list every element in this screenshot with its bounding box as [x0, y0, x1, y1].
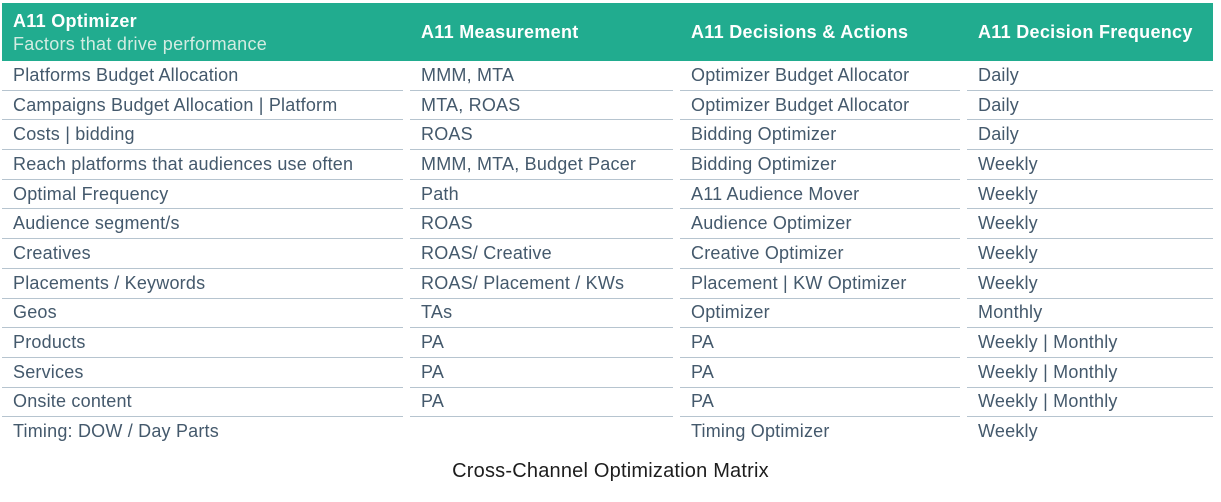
cell-decision-frequency: Weekly [967, 180, 1213, 210]
cell-factor: Platforms Budget Allocation [2, 61, 410, 91]
column-header-factors-title: A11 Optimizer [13, 11, 137, 31]
cell-decision-frequency: Daily [967, 91, 1213, 121]
cell-decision-frequency: Weekly [967, 269, 1213, 299]
column-header-decisions-actions: A11 Decisions & Actions [680, 3, 967, 61]
cell-measurement: Path [410, 180, 680, 210]
cell-factor: Audience segment/s [2, 209, 410, 239]
cell-measurement: ROAS/ Creative [410, 239, 680, 269]
cell-factor: Services [2, 358, 410, 388]
cell-decision-frequency: Daily [967, 120, 1213, 150]
column-header-factors-subtitle: Factors that drive performance [13, 34, 268, 54]
cell-decision-frequency: Weekly [967, 239, 1213, 269]
cell-measurement: PA [410, 358, 680, 388]
cell-factor: Products [2, 328, 410, 358]
cell-measurement: ROAS [410, 120, 680, 150]
cell-measurement [410, 417, 680, 447]
cell-factor: Campaigns Budget Allocation | Platform [2, 91, 410, 121]
cell-factor: Reach platforms that audiences use often [2, 150, 410, 180]
cell-decisions-actions: A11 Audience Mover [680, 180, 967, 210]
cell-decision-frequency: Weekly | Monthly [967, 328, 1213, 358]
cell-factor: Placements / Keywords [2, 269, 410, 299]
cell-decisions-actions: Optimizer [680, 299, 967, 329]
column-header-decision-frequency: A11 Decision Frequency [967, 3, 1213, 61]
table-row: Placements / Keywords ROAS/ Placement / K… [2, 269, 1213, 299]
cell-decisions-actions: Optimizer Budget Allocator [680, 91, 967, 121]
cell-decisions-actions: Placement | KW Optimizer [680, 269, 967, 299]
cell-factor: Optimal Frequency [2, 180, 410, 210]
cell-factor: Timing: DOW / Day Parts [13, 421, 219, 442]
cell-factor: Onsite content [2, 388, 410, 418]
cell-decision-frequency: Daily [967, 61, 1213, 91]
header-row: A11 Optimizer Factors that drive perform… [2, 3, 1213, 61]
cell-decisions-actions: Timing Optimizer [691, 421, 830, 442]
table-row: Reach platforms that audiences use often… [2, 150, 1213, 180]
table-caption: Cross-Channel Optimization Matrix [452, 459, 769, 482]
cell-decisions-actions: PA [680, 388, 967, 418]
cell-decisions-actions: PA [680, 358, 967, 388]
table-row: Services PA PA Weekly | Monthly [2, 358, 1213, 388]
table-body: Platforms Budget Allocation MMM, MTA Optim… [2, 61, 1213, 447]
table-row: Onsite content PA PA Weekly | Monthly [2, 388, 1213, 418]
column-header-factors: A11 Optimizer Factors that drive perform… [2, 3, 410, 61]
cell-factor: Creatives [2, 239, 410, 269]
table-row: Costs | bidding ROAS Bidding Optimizer Dail… [2, 120, 1213, 150]
cell-decision-frequency: Weekly | Monthly [967, 358, 1213, 388]
cell-measurement: ROAS/ Placement / KWs [410, 269, 680, 299]
table-row: Campaigns Budget Allocation | Platform MT… [2, 91, 1213, 121]
cell-decisions-actions: Bidding Optimizer [680, 120, 967, 150]
table-header: A11 Optimizer Factors that drive perform… [2, 3, 1213, 61]
cell-decision-frequency: Weekly | Monthly [967, 388, 1213, 418]
cell-decisions-actions: Optimizer Budget Allocator [680, 61, 967, 91]
table-row: Products PA PA Weekly | Monthly [2, 328, 1213, 358]
column-header-measurement: A11 Measurement [410, 3, 680, 61]
cell-measurement: MMM, MTA, Budget Pacer [410, 150, 680, 180]
cell-measurement: TAs [410, 299, 680, 329]
cell-decisions-actions: Creative Optimizer [680, 239, 967, 269]
cell-decision-frequency: Weekly [978, 421, 1038, 442]
cell-decision-frequency: Weekly [967, 209, 1213, 239]
table-row: Optimal Frequency Path A11 Audience Mover W… [2, 180, 1213, 210]
cell-measurement: ROAS [410, 209, 680, 239]
cell-factor: Geos [2, 299, 410, 329]
cell-factor: Costs | bidding [2, 120, 410, 150]
table-row: Creatives ROAS/ Creative Creative Optimize… [2, 239, 1213, 269]
cell-decisions-actions: PA [680, 328, 967, 358]
cell-measurement: PA [410, 388, 680, 418]
cell-decision-frequency: Monthly [967, 299, 1213, 329]
table-row: Timing: DOW / Day Parts Timing Optimizer W… [2, 417, 1213, 447]
cell-measurement: MMM, MTA [410, 61, 680, 91]
cell-measurement: PA [410, 328, 680, 358]
optimization-matrix-table: A11 Optimizer Factors that drive perform… [2, 3, 1213, 447]
cell-decisions-actions: Bidding Optimizer [680, 150, 967, 180]
table-row: Geos TAs Optimizer Monthly [2, 299, 1213, 329]
table-row: Audience segment/s ROAS Audience Optimizer… [2, 209, 1213, 239]
cell-decision-frequency: Weekly [967, 150, 1213, 180]
cell-decisions-actions: Audience Optimizer [680, 209, 967, 239]
cell-measurement: MTA, ROAS [410, 91, 680, 121]
table-row: Platforms Budget Allocation MMM, MTA Optim… [2, 61, 1213, 91]
